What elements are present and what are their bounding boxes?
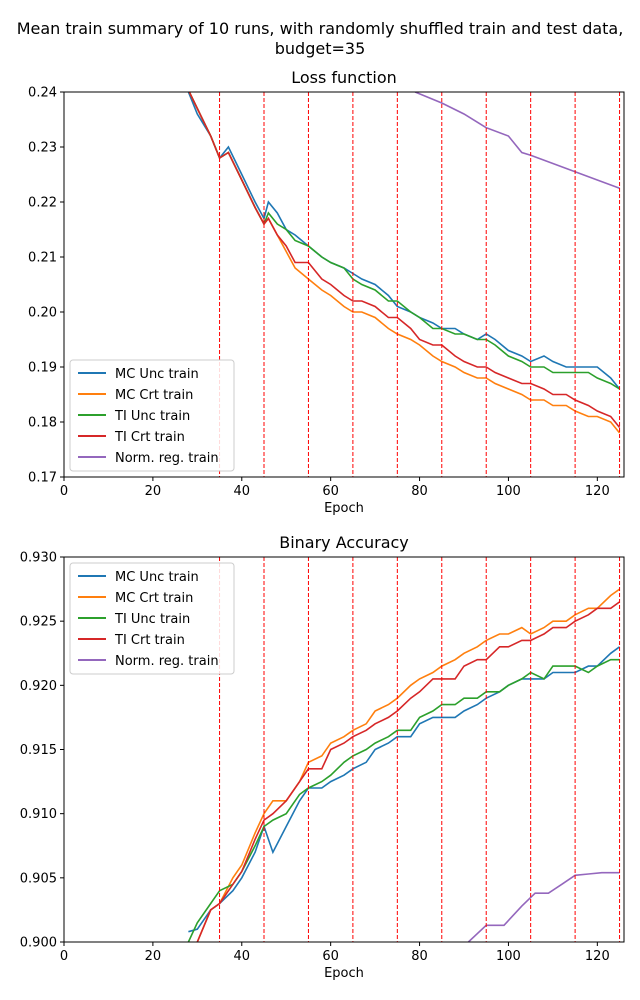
y-tick-label: 0.17 bbox=[28, 471, 57, 486]
y-tick-label: 0.24 bbox=[28, 86, 57, 101]
legend-label: Norm. reg. train bbox=[115, 451, 219, 466]
y-tick-label: 0.920 bbox=[20, 679, 57, 694]
accuracy-chart: Binary Accuracy 0 20 40 60 80 100 120 Epoch 0.900… bbox=[20, 533, 625, 981]
series-line bbox=[467, 871, 620, 942]
series-line bbox=[187, 92, 621, 390]
x-tick-label: 120 bbox=[585, 484, 610, 499]
x-tick-label: 40 bbox=[234, 949, 251, 964]
suptitle-line-2: budget=35 bbox=[275, 39, 366, 58]
plot-area bbox=[187, 92, 621, 477]
y-tick-label: 0.18 bbox=[28, 416, 57, 431]
y-tick-label: 0.910 bbox=[20, 807, 57, 822]
series-line bbox=[188, 92, 621, 429]
x-tick-label: 60 bbox=[322, 949, 339, 964]
legend-label: MC Crt train bbox=[115, 388, 193, 403]
x-tick-label: 120 bbox=[585, 949, 610, 964]
legend: MC Unc train MC Crt train TI Unc train TI C… bbox=[69, 359, 235, 472]
series-line bbox=[195, 588, 621, 942]
y-tick-label: 0.22 bbox=[28, 196, 57, 211]
chart-title: Binary Accuracy bbox=[279, 533, 409, 552]
loss-chart: Loss function 0 20 40 60 80 100 120 Epoch 0.17 0.1… bbox=[28, 68, 625, 516]
legend-label: MC Unc train bbox=[115, 570, 199, 585]
y-tick-label: 0.915 bbox=[20, 743, 57, 758]
y-tick-label: 0.930 bbox=[20, 551, 57, 566]
chart-title: Loss function bbox=[291, 68, 397, 87]
y-tick-label: 0.19 bbox=[28, 361, 57, 376]
legend-label: TI Crt train bbox=[114, 430, 185, 445]
x-tick-label: 20 bbox=[145, 484, 162, 499]
legend: MC Unc train MC Crt train TI Unc train TI C… bbox=[69, 562, 235, 675]
plot-area bbox=[187, 557, 621, 942]
y-tick-label: 0.900 bbox=[20, 936, 57, 951]
series-line bbox=[187, 658, 620, 942]
x-tick-label: 20 bbox=[145, 949, 162, 964]
legend-box bbox=[69, 359, 235, 472]
x-tick-label: 80 bbox=[411, 484, 428, 499]
x-tick-label: 0 bbox=[60, 949, 68, 964]
series-line bbox=[414, 92, 620, 189]
series-line bbox=[195, 601, 621, 942]
series-line bbox=[188, 92, 621, 434]
legend-label: TI Unc train bbox=[114, 409, 190, 424]
y-tick-label: 0.20 bbox=[28, 306, 57, 321]
y-tick-label: 0.21 bbox=[28, 251, 57, 266]
y-tick-label: 0.905 bbox=[20, 871, 57, 886]
y-tick-label: 0.23 bbox=[28, 141, 57, 156]
legend-label: Norm. reg. train bbox=[115, 654, 219, 669]
legend-label: MC Crt train bbox=[115, 591, 193, 606]
legend-label: MC Unc train bbox=[115, 367, 199, 382]
legend-box bbox=[69, 562, 235, 675]
legend-label: TI Unc train bbox=[114, 612, 190, 627]
x-tick-label: 60 bbox=[322, 484, 339, 499]
x-tick-label: 80 bbox=[411, 949, 428, 964]
legend-label: TI Crt train bbox=[114, 633, 185, 648]
series-line bbox=[188, 646, 621, 933]
x-tick-label: 100 bbox=[496, 484, 521, 499]
x-tick-label: 0 bbox=[60, 484, 68, 499]
suptitle-line-1: Mean train summary of 10 runs, with rand… bbox=[17, 19, 624, 38]
x-tick-label: 40 bbox=[234, 484, 251, 499]
series-line bbox=[188, 92, 621, 390]
axes-frame bbox=[63, 91, 625, 478]
x-tick-label: 100 bbox=[496, 949, 521, 964]
x-axis-label: Epoch bbox=[324, 966, 364, 981]
x-axis-label: Epoch bbox=[324, 501, 364, 516]
y-tick-label: 0.925 bbox=[20, 615, 57, 630]
